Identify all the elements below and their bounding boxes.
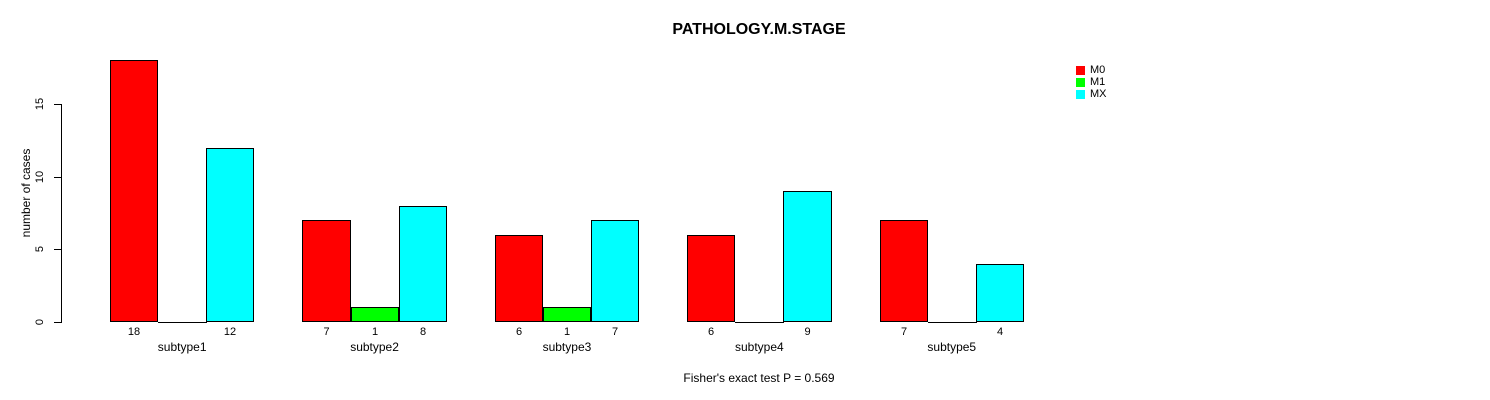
bar-m1-subtype1-zero [158, 322, 207, 323]
y-tick-label: 15 [34, 97, 46, 111]
chart-title: PATHOLOGY.M.STAGE [672, 21, 846, 38]
bar-m1-subtype5-zero [928, 322, 977, 323]
bar-m1-subtype3 [543, 307, 591, 322]
bar-m1-subtype2 [351, 307, 399, 322]
bar-value-label: 6 [515, 326, 523, 338]
y-axis-label: number of cases [19, 148, 33, 238]
bar-m0-subtype4 [687, 235, 735, 322]
category-label-subtype5: subtype5 [927, 340, 977, 354]
bar-value-label: 12 [223, 326, 237, 338]
y-tick-label: 0 [34, 318, 46, 326]
bar-value-label: 9 [804, 326, 811, 338]
bar-m0-subtype2 [302, 220, 351, 322]
bar-value-label: 7 [323, 326, 330, 338]
bar-value-label: 1 [371, 326, 379, 338]
legend-label-m0: M0 [1090, 64, 1106, 76]
y-tick-label: 5 [34, 245, 46, 253]
bar-value-label: 8 [419, 326, 427, 338]
bar-value-label: 4 [996, 326, 1004, 338]
annotation-fisher-test: Fisher's exact test P = 0.569 [683, 371, 835, 385]
legend-swatch-m0 [1076, 66, 1085, 75]
category-label-subtype1: subtype1 [157, 340, 207, 354]
legend-swatch-mx [1076, 90, 1085, 99]
category-label-subtype3: subtype3 [542, 340, 592, 354]
bar-mx-subtype1 [206, 148, 254, 322]
bar-mx-subtype2 [399, 206, 447, 322]
bar-mx-subtype3 [591, 220, 639, 322]
bar-value-label: 7 [611, 326, 619, 338]
y-tick-label: 10 [34, 170, 46, 184]
y-tick [54, 249, 61, 250]
bar-m0-subtype1 [110, 60, 158, 322]
y-axis-line [61, 104, 62, 323]
bar-value-label: 6 [707, 326, 715, 338]
bar-m1-subtype4-zero [735, 322, 784, 323]
y-tick [54, 104, 61, 105]
bar-mx-subtype4 [783, 191, 832, 322]
category-label-subtype2: subtype2 [350, 340, 399, 354]
bar-value-label: 7 [900, 326, 908, 338]
bar-value-label: 1 [563, 326, 571, 338]
bar-m0-subtype3 [495, 235, 543, 322]
legend-swatch-m1 [1076, 78, 1085, 87]
bar-mx-subtype5 [976, 264, 1024, 322]
y-tick [54, 322, 61, 323]
bar-value-label: 18 [127, 326, 141, 338]
category-label-subtype4: subtype4 [734, 340, 784, 354]
legend-label-mx: MX [1090, 88, 1107, 100]
legend-label-m1: M1 [1090, 76, 1106, 88]
bar-m0-subtype5 [880, 220, 928, 322]
y-tick [54, 177, 61, 178]
